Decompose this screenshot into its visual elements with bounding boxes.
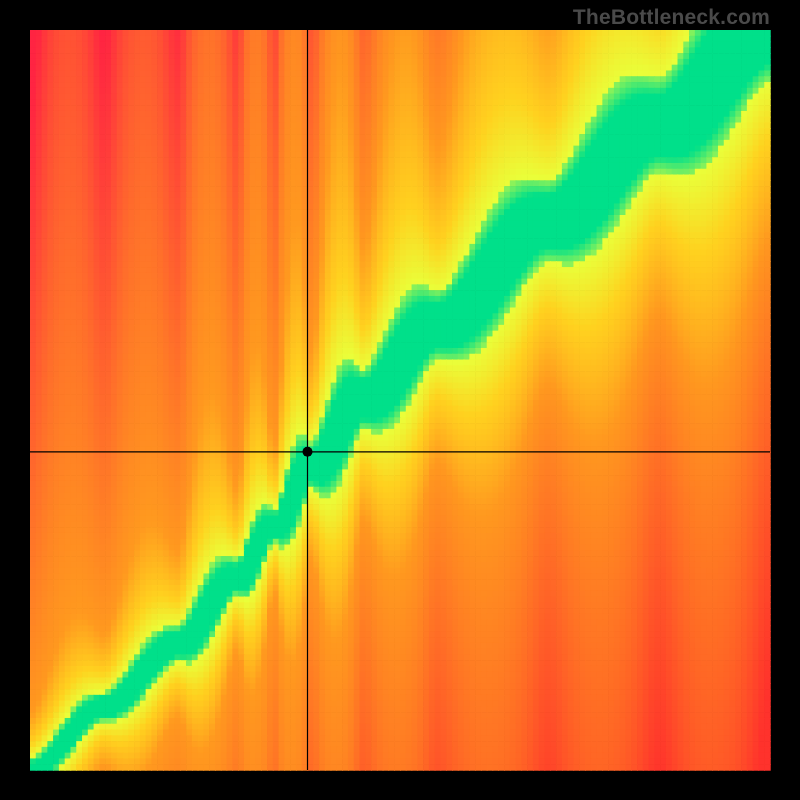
watermark-text: TheBottleneck.com (573, 6, 770, 30)
bottleneck-heatmap (0, 0, 800, 800)
chart-container: TheBottleneck.com (0, 0, 800, 800)
